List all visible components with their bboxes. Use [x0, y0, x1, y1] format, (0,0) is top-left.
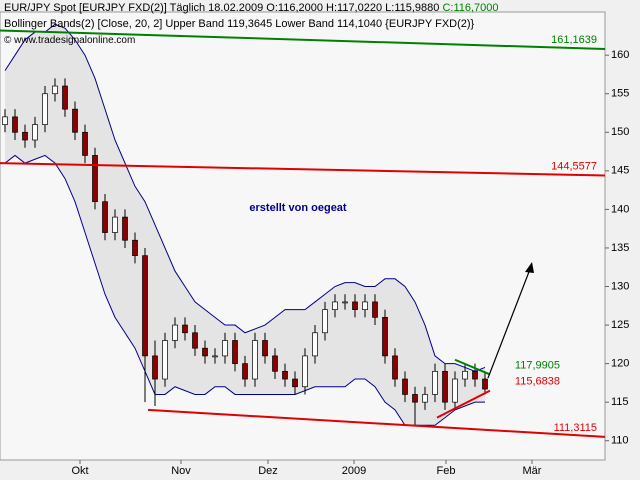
- y-tick-label: 125: [611, 319, 629, 331]
- candle-body: [432, 370, 438, 395]
- candle-body: [252, 340, 258, 380]
- x-tick-label: Feb: [437, 465, 456, 477]
- candle-body: [242, 363, 248, 380]
- y-tick-label: 155: [611, 88, 629, 100]
- candle-body: [322, 309, 328, 334]
- y-tick-label: 110: [611, 435, 629, 447]
- annotation: erstellt von oegeat: [249, 202, 347, 214]
- candle-body: [12, 116, 18, 133]
- candle-body: [132, 239, 138, 257]
- candle-body: [292, 378, 298, 388]
- plot: [0, 23, 605, 438]
- x-tick-label: Nov: [171, 465, 191, 477]
- candle-body: [202, 347, 208, 357]
- candle-body: [342, 301, 348, 304]
- candle-body: [462, 370, 468, 380]
- candle-body: [32, 124, 38, 141]
- candle-body: [162, 340, 168, 380]
- level-line: [0, 29, 605, 51]
- header-line2: Bollinger Bands(2) [Close, 20, 2] Upper …: [4, 18, 475, 30]
- candle-body: [152, 355, 158, 380]
- candle-body: [472, 370, 478, 380]
- arrow-head: [525, 262, 534, 273]
- band-upper: [4, 23, 486, 372]
- candle-body: [402, 378, 408, 395]
- candle-body: [72, 108, 78, 133]
- candle-body: [82, 131, 88, 156]
- candle-body: [92, 155, 98, 203]
- candle-body: [192, 332, 198, 349]
- level-label: 115,6838: [515, 376, 560, 388]
- candle-body: [442, 370, 448, 403]
- y-tick-label: 130: [611, 280, 629, 292]
- x-tick-label: Mär: [523, 465, 542, 477]
- close: C:116,7000: [442, 2, 499, 14]
- candle-body: [352, 301, 358, 310]
- x-tick-label: Okt: [71, 465, 88, 477]
- candle-body: [452, 378, 458, 403]
- header-line1: EUR/JPY Spot [EURJPY FXD(2)] Täglich 18.…: [4, 2, 499, 14]
- candle-body: [42, 93, 48, 125]
- level-line: [436, 389, 491, 419]
- level-line: [147, 408, 605, 438]
- candle-body: [372, 301, 378, 318]
- candle-body: [332, 301, 338, 310]
- copyright: © www.tradesignalonline.com: [4, 35, 136, 46]
- candle-body: [222, 340, 228, 357]
- candle-body: [182, 324, 188, 334]
- candle-body: [272, 355, 278, 372]
- candle-body: [482, 378, 488, 390]
- candle-body: [392, 355, 398, 380]
- y-tick-label: 140: [611, 203, 629, 215]
- y-tick-label: 120: [611, 358, 629, 370]
- candle-body: [232, 340, 238, 364]
- candle-body: [112, 216, 118, 233]
- candle-body: [22, 131, 28, 141]
- y-tick-label: 160: [611, 49, 629, 61]
- x-tick-label: 2009: [342, 465, 366, 477]
- ohlc: EUR/JPY Spot [EURJPY FXD(2)] Täglich 18.…: [4, 2, 440, 14]
- y-tick-label: 150: [611, 126, 629, 138]
- level-label: 161,1639: [551, 34, 597, 46]
- candle-body: [102, 201, 108, 233]
- y-tick-label: 145: [611, 165, 629, 177]
- level-label: 111,3115: [554, 422, 597, 434]
- level-line: [454, 358, 491, 376]
- candle-body: [362, 301, 368, 310]
- candle-body: [262, 340, 268, 357]
- level-label: 117,9905: [515, 359, 560, 371]
- arrow: [487, 263, 533, 379]
- candle-body: [62, 85, 68, 110]
- level-line: [0, 162, 605, 177]
- candle-body: [122, 216, 128, 241]
- candle-body: [212, 355, 218, 358]
- band-fill: [5, 24, 485, 426]
- candle-body: [282, 370, 288, 380]
- y-tick-label: 115: [611, 396, 629, 408]
- candle-body: [2, 116, 8, 125]
- candle-body: [382, 316, 388, 357]
- x-tick-label: Dez: [258, 465, 278, 477]
- candle-body: [422, 394, 428, 403]
- candle-body: [142, 255, 148, 357]
- candle-body: [302, 355, 308, 388]
- candle-body: [172, 324, 178, 341]
- candle-body: [412, 394, 418, 403]
- y-tick-label: 135: [611, 242, 629, 254]
- candle-body: [312, 332, 318, 357]
- candle-body: [52, 85, 58, 95]
- level-label: 144,5577: [551, 160, 597, 172]
